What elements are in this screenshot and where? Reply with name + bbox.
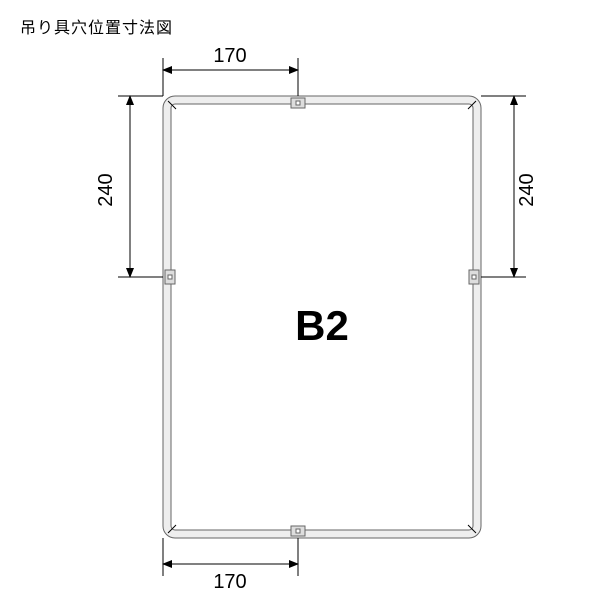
dim-left: 240 [95,173,117,206]
dimension-diagram: B2 170 170 240 240 [0,0,600,600]
center-label: B2 [295,302,349,349]
dim-bottom: 170 [213,571,246,593]
dim-right: 240 [516,173,538,206]
dim-top: 170 [213,45,246,67]
